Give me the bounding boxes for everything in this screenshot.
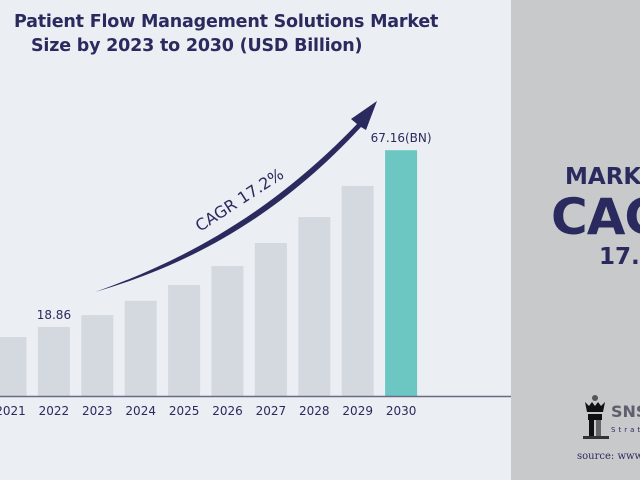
x-tick-label-2024: 2024 [125,404,156,418]
bar-2027 [254,243,287,396]
x-tick-label-2027: 2027 [256,404,287,418]
x-tick-label-2026: 2026 [212,404,243,418]
bar-2021 [0,337,27,396]
x-tick-label-2022: 2022 [39,404,70,418]
x-tick-label-2023: 2023 [82,404,113,418]
x-tick-label-2030: 2030 [386,404,417,418]
panel-market-label: MARKET [565,164,640,190]
bar-2026 [211,266,244,396]
bar-2022 [37,326,70,396]
chart-title: Patient Flow Management Solutions Market… [14,10,438,58]
bar-2024 [124,300,157,396]
x-tick-label-2029: 2029 [342,404,373,418]
chess-rook-logo-icon [583,395,609,439]
panel-cagr-label: CAGR [551,188,640,246]
bar-2028 [298,217,331,396]
bar-chart: 2021 2022 2023 2024 2025 2026 2027 2028 2029 2030… [0,101,511,418]
bar-2023 [81,315,114,396]
chart-title-line2: Size by 2023 to 2030 (USD Billion) [31,36,363,56]
data-label-2022: 18.86 [37,308,71,322]
brand-tagline: Strategy [611,426,640,434]
panel-cagr-value: 17.2% [599,244,640,270]
bar-2029 [341,185,374,396]
side-panel: MARKET CAGR 17.2% SNS Strategy source: w… [511,0,640,480]
data-label-2030: 67.16(BN) [371,131,432,145]
brand-name: SNS [611,402,640,421]
x-tick-label-2025: 2025 [169,404,200,418]
bar-2025 [168,285,201,396]
x-tick-label-2021: 2021 [0,404,26,418]
bar-2030 [385,150,418,396]
source-text: source: www [577,451,640,462]
chart-title-line1: Patient Flow Management Solutions Market [14,12,439,32]
x-tick-label-2028: 2028 [299,404,330,418]
